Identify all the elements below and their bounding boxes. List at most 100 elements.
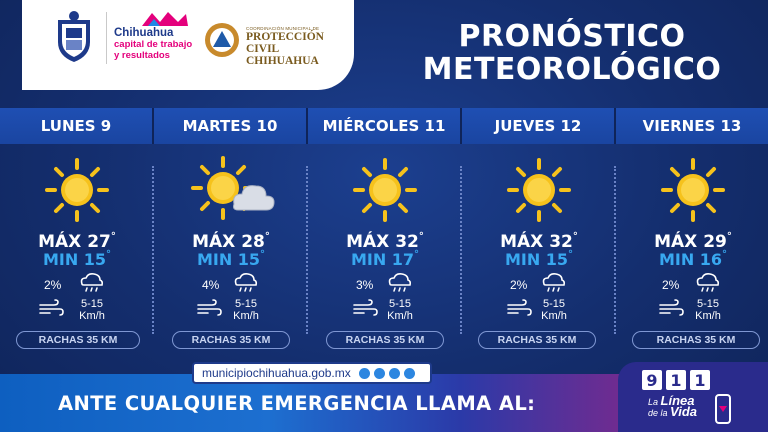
rain-cloud-icon [388, 273, 412, 292]
municipio-line3: y resultados [114, 50, 170, 61]
rain-cloud-icon [234, 273, 258, 292]
min-temp-value: MIN 17 [350, 250, 415, 269]
gust-badge: RACHAS 35 KM [632, 331, 760, 349]
rain-probability: 2% [662, 278, 680, 292]
rain-cloud-icon [696, 273, 720, 292]
min-temp: MIN 15° [462, 249, 616, 269]
wind-range: 5-15 [80, 298, 104, 310]
min-temp-value: MIN 15 [42, 250, 107, 269]
column-divider [614, 166, 616, 334]
wind-range: 5-15 [388, 298, 412, 310]
max-temp: MÁX 32° [462, 231, 616, 252]
rain-probability: 4% [202, 278, 220, 292]
min-temp-value: MIN 16 [658, 250, 723, 269]
logo-panel: Chihuahua capital de trabajo y resultado… [22, 0, 354, 90]
degree-symbol: ° [568, 249, 574, 260]
rain-probability: 2% [510, 278, 528, 292]
wind-range: 5-15 [542, 298, 566, 310]
website-box[interactable]: municipiochihuahua.gob.mx [192, 362, 432, 384]
min-temp: MIN 17° [308, 249, 462, 269]
wind-speed: 5-15 Km/h [226, 298, 266, 322]
gust-badge: RACHAS 35 KM [478, 331, 596, 349]
day-separator [460, 108, 462, 144]
linea-la: La [648, 397, 659, 407]
wind-icon [659, 299, 684, 316]
max-temp: MÁX 28° [154, 231, 308, 252]
sun-icon [45, 158, 109, 222]
city-crest-icon [58, 11, 90, 62]
max-temp-value: MÁX 32 [346, 232, 419, 252]
sun-icon [353, 158, 417, 222]
max-temp-value: MÁX 27 [38, 232, 111, 252]
wind-speed: 5-15 Km/h [72, 298, 112, 322]
website-url[interactable]: municipiochihuahua.gob.mx [202, 366, 351, 380]
min-temp: MIN 16° [616, 249, 768, 269]
threads-icon[interactable] [403, 367, 415, 379]
wind-icon [507, 299, 532, 316]
gust-badge: RACHAS 35 KM [16, 331, 140, 349]
wind-unit: Km/h [541, 310, 567, 322]
sun-icon [507, 158, 571, 222]
wind-icon [353, 299, 378, 316]
day-column: MÁX 29° MIN 16° 2% 5-15 Km/h RACHAS 35 KM [616, 144, 768, 358]
sun-icon [661, 158, 725, 222]
max-temp: MÁX 29° [616, 231, 768, 252]
wind-unit: Km/h [387, 310, 413, 322]
linea-vida: Vida [670, 404, 698, 419]
day-header-band [0, 108, 768, 144]
day-header-1: LUNES 9 [40, 117, 112, 135]
wind-speed: 5-15 Km/h [688, 298, 728, 322]
phone-icon [715, 394, 731, 424]
degree-symbol: ° [110, 231, 116, 242]
rain-cloud-icon [80, 273, 104, 292]
day-separator [306, 108, 308, 144]
municipio-wordmark: Chihuahua capital de trabajo y resultado… [114, 27, 192, 61]
twitter-icon[interactable] [358, 367, 370, 379]
max-temp-value: MÁX 32 [500, 232, 573, 252]
linea-linea: Línea [660, 393, 695, 408]
rain-probability: 3% [356, 278, 374, 292]
pc-main2: CHIHUAHUA [246, 55, 319, 67]
linea-de: de la [648, 408, 668, 418]
page-title: PRONÓSTICO METEOROLÓGICO [386, 20, 758, 86]
emergency-911-badge: 9 1 1 La Línea de la Vida [618, 362, 768, 432]
min-temp: MIN 15° [154, 249, 308, 269]
wind-speed: 5-15 Km/h [380, 298, 420, 322]
gust-badge: RACHAS 35 KM [172, 331, 290, 349]
degree-symbol: ° [414, 249, 420, 260]
pc-sub: COORDINACIÓN MUNICIPAL DE [246, 26, 320, 31]
min-temp-value: MIN 15 [504, 250, 569, 269]
digit-1: 1 [690, 370, 710, 390]
proteccion-civil-wordmark: COORDINACIÓN MUNICIPAL DE PROTECCIÓN CIV… [246, 26, 354, 67]
day-column: MÁX 32° MIN 17° 3% 5-15 Km/h RACHAS 35 KM [308, 144, 462, 358]
wind-unit: Km/h [233, 310, 259, 322]
day-column: MÁX 27° MIN 15° 2% 5-15 Km/h RACHAS 35 KM [0, 144, 154, 358]
wind-range: 5-15 [696, 298, 720, 310]
municipio-line1: Chihuahua [114, 27, 174, 39]
day-column: MÁX 28° MIN 15° 4% 5-15 Km/h RACHAS 35 KM [154, 144, 308, 358]
facebook-icon[interactable] [373, 367, 385, 379]
max-temp: MÁX 32° [308, 231, 462, 252]
digit-1: 1 [666, 370, 686, 390]
day-separator [614, 108, 616, 144]
wind-icon [197, 299, 222, 316]
degree-symbol: ° [260, 249, 266, 260]
rain-probability: 2% [44, 278, 62, 292]
sun-cloud-icon [191, 156, 275, 220]
day-header-3: MIÉRCOLES 11 [322, 117, 446, 135]
degree-symbol: ° [572, 231, 578, 242]
gust-badge: RACHAS 35 KM [326, 331, 444, 349]
min-temp: MIN 15° [0, 249, 154, 269]
proteccion-civil-emblem-icon [205, 23, 239, 57]
pc-main1: PROTECCIÓN CIVIL [246, 31, 324, 55]
rain-cloud-icon [542, 273, 566, 292]
logo-divider [106, 12, 107, 64]
instagram-icon[interactable] [388, 367, 400, 379]
wind-unit: Km/h [79, 310, 105, 322]
min-temp-value: MIN 15 [196, 250, 261, 269]
degree-symbol: ° [106, 249, 112, 260]
day-separator [152, 108, 154, 144]
wind-range: 5-15 [234, 298, 258, 310]
mountain-logo-icon [142, 12, 188, 26]
